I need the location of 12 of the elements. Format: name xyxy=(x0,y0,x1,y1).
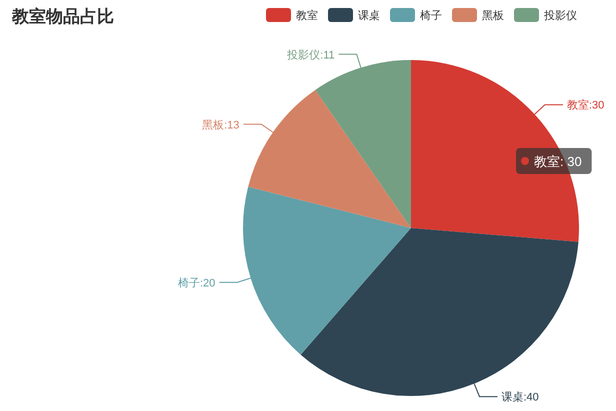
legend-label: 课桌 xyxy=(358,9,380,22)
data-label: 投影仪:11 xyxy=(286,49,335,62)
legend-label: 投影仪 xyxy=(543,10,577,22)
legend-label: 教室 xyxy=(296,9,318,22)
data-label: 教室:30 xyxy=(566,98,604,112)
chart-title: 教室物品占比 xyxy=(11,7,114,26)
legend-label: 椅子 xyxy=(420,10,442,22)
legend-label: 黑板 xyxy=(482,10,504,22)
data-label: 椅子:20 xyxy=(178,277,216,290)
text: 教室: 30 xyxy=(534,154,582,169)
data-label: 课桌:40 xyxy=(501,390,539,404)
data-label: 黑板:13 xyxy=(202,119,240,132)
